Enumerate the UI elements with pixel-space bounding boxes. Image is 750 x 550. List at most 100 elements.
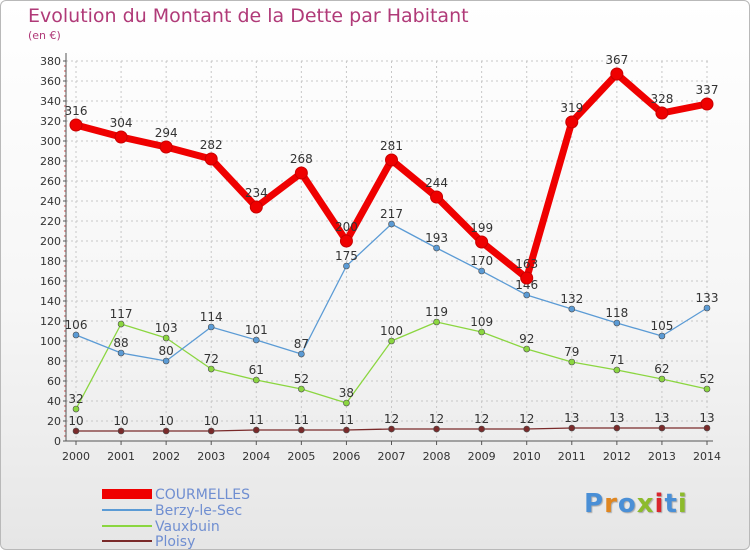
data-point-3 xyxy=(658,424,666,432)
data-label-0: 200 xyxy=(335,220,358,234)
x-tick-label: 2001 xyxy=(107,450,135,463)
data-point-1 xyxy=(703,304,711,312)
x-tick-label: 2008 xyxy=(423,450,451,463)
data-label-2: 61 xyxy=(249,363,264,377)
data-label-1: 217 xyxy=(380,207,403,221)
data-label-2: 32 xyxy=(68,392,83,406)
logo-letter: x xyxy=(636,489,655,519)
y-tick-label: 240 xyxy=(40,195,61,208)
data-point-1 xyxy=(298,350,305,358)
data-point-2 xyxy=(388,337,395,345)
data-label-0: 304 xyxy=(110,116,133,130)
y-tick-label: 340 xyxy=(40,95,61,108)
data-point-0 xyxy=(204,152,218,166)
data-label-0: 281 xyxy=(380,139,403,153)
legend-label: COURMELLES xyxy=(155,487,250,503)
data-point-0 xyxy=(520,271,534,285)
logo-letter: P xyxy=(584,489,605,519)
data-label-3: 12 xyxy=(429,412,444,426)
y-tick-label: 0 xyxy=(54,435,61,448)
proxiti-logo: Proxiti xyxy=(584,489,688,519)
logo-letter: o xyxy=(617,489,637,519)
y-tick-label: 160 xyxy=(40,275,61,288)
data-point-2 xyxy=(703,385,711,393)
data-point-0 xyxy=(430,190,444,204)
data-label-0: 199 xyxy=(470,221,493,235)
data-label-1: 193 xyxy=(425,231,448,245)
y-tick-label: 120 xyxy=(40,315,61,328)
data-label-2: 71 xyxy=(609,353,624,367)
data-point-0 xyxy=(69,118,83,132)
data-point-2 xyxy=(568,358,576,366)
y-tick-label: 380 xyxy=(40,55,61,68)
data-point-2 xyxy=(162,334,170,342)
data-label-1: 118 xyxy=(605,306,628,320)
data-point-3 xyxy=(207,427,215,435)
data-point-3 xyxy=(252,426,260,434)
data-label-0: 268 xyxy=(290,152,313,166)
data-point-3 xyxy=(433,425,440,433)
y-tick-label: 200 xyxy=(40,235,61,248)
data-point-3 xyxy=(117,427,125,435)
y-tick-label: 60 xyxy=(47,375,61,388)
data-point-1 xyxy=(343,262,350,270)
data-label-3: 12 xyxy=(519,412,534,426)
data-point-3 xyxy=(523,425,531,433)
data-label-2: 72 xyxy=(204,352,219,366)
data-point-0 xyxy=(565,115,579,129)
data-label-0: 367 xyxy=(605,53,628,67)
x-tick-label: 2007 xyxy=(378,450,406,463)
y-tick-label: 280 xyxy=(40,155,61,168)
data-label-1: 80 xyxy=(159,344,174,358)
data-label-2: 92 xyxy=(519,332,534,346)
data-label-3: 13 xyxy=(699,411,714,425)
data-label-3: 10 xyxy=(159,414,174,428)
data-point-3 xyxy=(298,426,305,434)
data-label-1: 114 xyxy=(200,310,223,324)
data-point-1 xyxy=(523,291,531,299)
data-label-2: 103 xyxy=(155,321,178,335)
data-point-0 xyxy=(294,166,308,180)
data-point-0 xyxy=(475,235,489,249)
data-point-0 xyxy=(700,97,714,111)
data-point-0 xyxy=(655,106,669,120)
data-point-1 xyxy=(658,332,666,340)
data-point-1 xyxy=(568,305,576,313)
logo-letter: i xyxy=(654,489,665,519)
data-label-0: 328 xyxy=(650,92,673,106)
data-label-3: 13 xyxy=(654,411,669,425)
data-point-0 xyxy=(610,67,624,81)
data-label-0: 294 xyxy=(155,126,178,140)
x-tick-label: 2011 xyxy=(558,450,586,463)
data-point-1 xyxy=(613,319,621,327)
data-label-2: 38 xyxy=(339,386,354,400)
data-label-0: 337 xyxy=(696,83,719,97)
data-label-1: 170 xyxy=(470,254,493,268)
x-tick-label: 2009 xyxy=(468,450,496,463)
data-point-2 xyxy=(613,366,621,374)
data-label-0: 244 xyxy=(425,176,448,190)
chart-unit-label: (en €) xyxy=(28,29,61,42)
data-label-2: 117 xyxy=(110,307,133,321)
data-point-0 xyxy=(114,130,128,144)
y-tick-label: 360 xyxy=(40,75,61,88)
data-label-0: 319 xyxy=(560,101,583,115)
data-label-3: 10 xyxy=(68,414,83,428)
data-point-3 xyxy=(568,424,576,432)
data-label-3: 10 xyxy=(204,414,219,428)
data-label-0: 316 xyxy=(65,104,88,118)
data-point-2 xyxy=(658,375,666,383)
data-label-2: 52 xyxy=(294,372,309,386)
logo-letter: t xyxy=(664,489,678,519)
y-tick-label: 40 xyxy=(47,395,61,408)
data-label-2: 109 xyxy=(470,315,493,329)
y-tick-label: 80 xyxy=(47,355,61,368)
data-point-2 xyxy=(117,320,125,328)
x-tick-label: 2002 xyxy=(152,450,180,463)
data-label-3: 10 xyxy=(113,414,128,428)
data-point-3 xyxy=(72,427,80,435)
data-label-3: 12 xyxy=(474,412,489,426)
data-point-2 xyxy=(478,328,485,336)
